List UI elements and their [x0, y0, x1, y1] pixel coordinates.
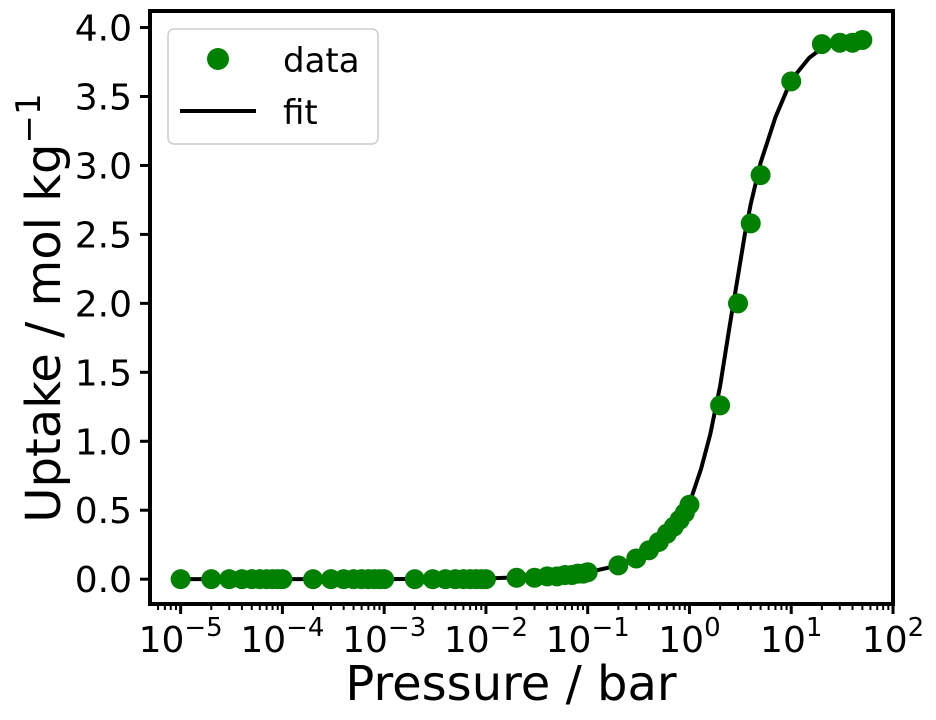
x-tick-base: 10	[862, 620, 908, 661]
y-tick-label: 3.0	[75, 146, 132, 187]
y-axis-label-text: Uptake / mol kg	[16, 144, 72, 523]
data-point	[728, 293, 749, 314]
x-tick-exponent: 1	[806, 613, 823, 643]
y-tick-label: 4.0	[75, 9, 132, 50]
y-axis-label: Uptake / mol kg−1	[9, 93, 72, 522]
x-tick-base: 10	[658, 620, 704, 661]
y-tick-label: 3.5	[75, 78, 132, 119]
data-series	[170, 29, 873, 590]
x-tick-label: 10−4	[240, 613, 324, 661]
data-point	[811, 34, 832, 55]
data-point	[608, 555, 629, 576]
legend-data-label: data	[283, 41, 360, 81]
x-tick-label: 100	[658, 613, 720, 661]
y-tick-label: 2.0	[75, 284, 132, 325]
data-point	[781, 71, 802, 92]
data-point	[750, 165, 771, 186]
data-point	[577, 562, 598, 583]
legend: data fit	[167, 28, 379, 145]
legend-fit-label: fit	[283, 93, 318, 133]
x-tick-exponent: −1	[591, 613, 629, 643]
plot-frame	[148, 9, 895, 606]
x-tick-exponent: −2	[490, 613, 528, 643]
data-point	[170, 569, 191, 590]
y-tick-label: 1.0	[75, 422, 132, 463]
x-tick-exponent: −4	[286, 613, 324, 643]
x-tick-label: 10−1	[546, 613, 630, 661]
x-axis-label: Pressure / bar	[345, 656, 677, 712]
data-point	[710, 395, 731, 416]
x-tick-exponent: 0	[704, 613, 721, 643]
y-axis: 0.0 0.5 1.0 1.5 2.0 2.5 3.0 3.5 4.0	[75, 9, 150, 601]
x-tick-label: 10−2	[444, 613, 528, 661]
data-point	[404, 569, 425, 590]
data-point	[740, 213, 761, 234]
data-point	[201, 569, 222, 590]
data-point	[374, 569, 395, 590]
x-tick-label: 10−5	[139, 613, 223, 661]
data-point	[475, 569, 496, 590]
x-tick-exponent: 2	[908, 613, 925, 643]
y-tick-label: 1.5	[75, 353, 132, 394]
x-tick-base: 10	[139, 620, 185, 661]
y-tick-label: 0.5	[75, 491, 132, 532]
y-axis-label-superscript: −1	[9, 93, 49, 143]
x-tick-base: 10	[240, 620, 286, 661]
x-tick-base: 10	[546, 620, 592, 661]
x-tick-label: 102	[862, 613, 924, 661]
data-point	[272, 569, 293, 590]
x-tick-exponent: −5	[184, 613, 222, 643]
x-tick-label: 10−3	[342, 613, 426, 661]
y-tick-label: 0.0	[75, 560, 132, 601]
data-point	[506, 567, 527, 588]
x-tick-base: 10	[760, 620, 806, 661]
x-tick-base: 10	[342, 620, 388, 661]
data-point	[679, 494, 700, 515]
data-point	[852, 29, 873, 50]
legend-data-marker	[207, 48, 229, 70]
x-axis: 10−5 10−4 10−3 10−2 10−1 100 101 102	[139, 604, 924, 661]
x-tick-base: 10	[444, 620, 490, 661]
x-tick-exponent: −3	[388, 613, 426, 643]
data-point	[303, 569, 324, 590]
y-tick-label: 2.5	[75, 215, 132, 256]
x-tick-label: 101	[760, 613, 822, 661]
